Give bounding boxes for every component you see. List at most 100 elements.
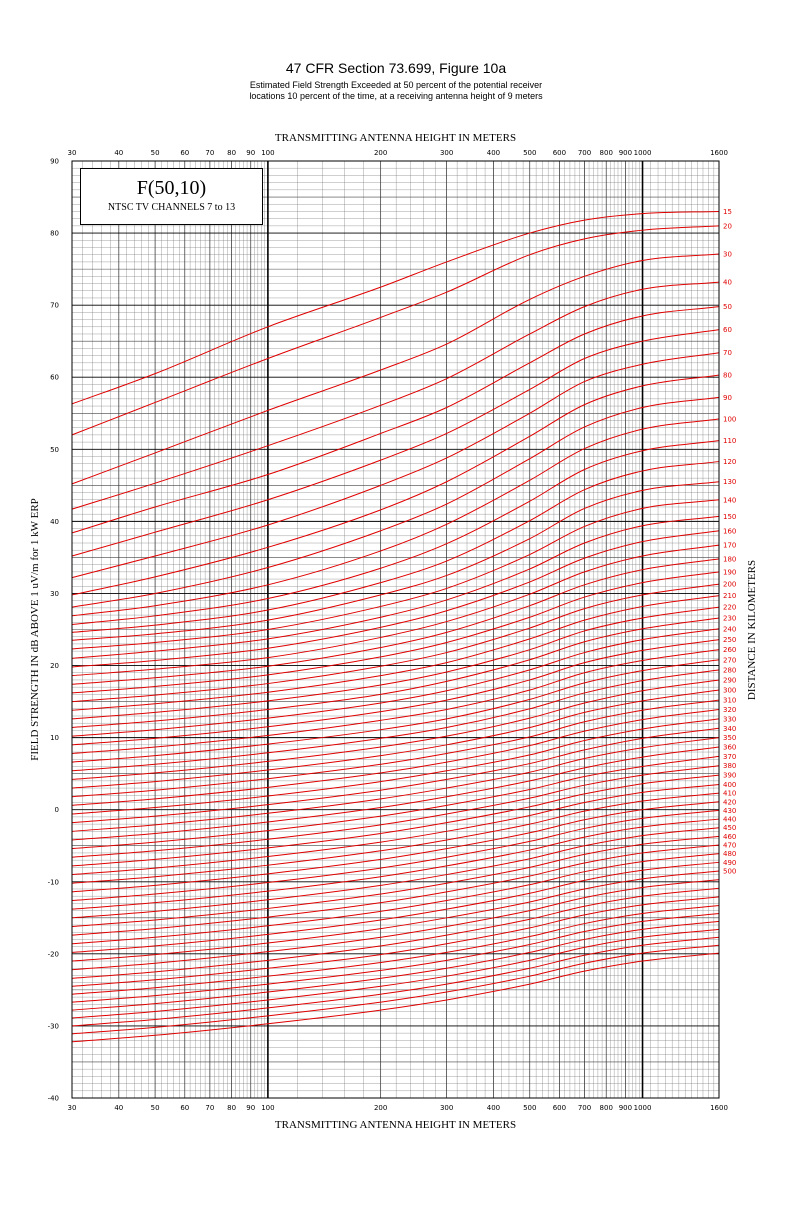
chart-legend-box: F(50,10) NTSC TV CHANNELS 7 to 13 bbox=[80, 168, 263, 225]
curve-series bbox=[71, 774, 720, 867]
curve-series bbox=[71, 418, 720, 617]
x-tick-label-top: 90 bbox=[246, 149, 255, 157]
curve-series bbox=[71, 628, 720, 737]
distance-label: 50 bbox=[723, 303, 732, 311]
curve-series bbox=[71, 374, 720, 596]
distance-label: 500 bbox=[723, 867, 736, 875]
curve-series bbox=[71, 306, 720, 534]
curve-series bbox=[71, 737, 720, 832]
distance-label: 410 bbox=[723, 790, 736, 798]
x-tick-label-bottom: 50 bbox=[151, 1104, 160, 1112]
curve-series bbox=[71, 853, 720, 945]
y-tick-label: 90 bbox=[50, 158, 59, 166]
x-tick-label-bottom: 80 bbox=[227, 1104, 236, 1112]
y-tick-label: 40 bbox=[50, 518, 59, 526]
x-tick-label-bottom: 1600 bbox=[710, 1104, 728, 1112]
y-tick-label: 0 bbox=[55, 806, 59, 814]
distance-label: 490 bbox=[723, 859, 736, 867]
y-tick-label: 70 bbox=[50, 302, 59, 310]
curve-series bbox=[71, 530, 720, 668]
page-subtitle: Estimated Field Strength Exceeded at 50 … bbox=[0, 80, 792, 102]
curve-series bbox=[71, 801, 720, 893]
curve-series bbox=[71, 583, 720, 703]
x-tick-label-bottom: 40 bbox=[114, 1104, 123, 1112]
distance-label: 110 bbox=[723, 437, 736, 445]
y-tick-label: -40 bbox=[48, 1095, 59, 1103]
curve-series bbox=[71, 905, 720, 995]
x-axis-title-top: TRANSMITTING ANTENNA HEIGHT IN METERS bbox=[275, 132, 516, 144]
curve-series bbox=[71, 783, 720, 876]
curve-series bbox=[71, 558, 720, 685]
distance-label: 270 bbox=[723, 656, 736, 664]
curve-series bbox=[71, 253, 720, 485]
curve-series bbox=[71, 835, 720, 927]
x-tick-label-top: 200 bbox=[374, 149, 387, 157]
distance-label: 320 bbox=[723, 706, 736, 714]
y-tick-label: 60 bbox=[50, 374, 59, 382]
legend-title: F(50,10) bbox=[136, 177, 207, 199]
y-tick-label: 30 bbox=[50, 590, 59, 598]
distance-label: 100 bbox=[723, 416, 736, 424]
curve-series bbox=[71, 515, 720, 659]
x-tick-label-bottom: 1000 bbox=[634, 1104, 652, 1112]
curve-series bbox=[71, 920, 720, 1011]
page-title: 47 CFR Section 73.699, Figure 10a bbox=[285, 60, 507, 76]
curve-series bbox=[71, 571, 720, 694]
curve-series bbox=[71, 861, 720, 953]
distance-label: 250 bbox=[723, 636, 736, 644]
y-tick-label: -10 bbox=[48, 878, 59, 886]
y-tick-label: 10 bbox=[50, 734, 59, 742]
distance-label: 480 bbox=[723, 850, 736, 858]
distance-label: 80 bbox=[723, 372, 732, 380]
x-tick-label-top: 1600 bbox=[710, 149, 728, 157]
distance-label: 130 bbox=[723, 478, 736, 486]
distance-label: 420 bbox=[723, 798, 736, 806]
curve-series bbox=[71, 281, 720, 510]
x-tick-label-top: 500 bbox=[523, 149, 536, 157]
x-tick-label-top: 900 bbox=[619, 149, 632, 157]
minor-grid bbox=[71, 161, 720, 1098]
curve-series bbox=[71, 461, 720, 633]
distance-label: 30 bbox=[723, 250, 732, 258]
x-tick-label-bottom: 60 bbox=[180, 1104, 189, 1112]
distance-label: 40 bbox=[723, 279, 732, 287]
curve-series bbox=[71, 329, 720, 557]
curve-series bbox=[71, 844, 720, 936]
y-tick-label: -20 bbox=[48, 950, 59, 958]
x-tick-label-bottom: 70 bbox=[205, 1104, 214, 1112]
distance-label: 440 bbox=[723, 816, 736, 824]
distance-label: 230 bbox=[723, 614, 736, 622]
x-tick-label-top: 800 bbox=[600, 149, 613, 157]
x-tick-label-bottom: 500 bbox=[523, 1104, 536, 1112]
x-tick-label-top: 100 bbox=[261, 149, 274, 157]
curve-series bbox=[71, 352, 720, 579]
x-tick-label-bottom: 30 bbox=[68, 1104, 77, 1112]
curve-series bbox=[71, 659, 720, 763]
distance-label: 200 bbox=[723, 581, 736, 589]
distance-label: 120 bbox=[723, 458, 736, 466]
distance-labels: 15 20 30 40 50 60 70 80 90 100 110 120 130 140 150 160 1… bbox=[723, 208, 736, 876]
curve-series bbox=[71, 595, 720, 711]
x-tick-label-top: 30 bbox=[68, 149, 77, 157]
curve-series bbox=[71, 699, 720, 798]
curves bbox=[71, 210, 720, 1043]
distance-label: 210 bbox=[723, 592, 736, 600]
x-tick-label-top: 700 bbox=[578, 149, 591, 157]
distance-label: 90 bbox=[723, 394, 732, 402]
x-tick-label-top: 600 bbox=[553, 149, 566, 157]
curve-series bbox=[71, 440, 720, 625]
y-tick-label: -30 bbox=[48, 1022, 59, 1030]
curve-series bbox=[71, 746, 720, 841]
distance-label: 15 bbox=[723, 208, 732, 216]
distance-label: 360 bbox=[723, 743, 736, 751]
x-tick-label-bottom: 200 bbox=[374, 1104, 387, 1112]
distance-label: 460 bbox=[723, 833, 736, 841]
x-tick-label-bottom: 700 bbox=[578, 1104, 591, 1112]
y-axis-title: FIELD STRENGTH IN dB ABOVE 1 uV/m for 1 … bbox=[29, 498, 41, 761]
curve-series bbox=[71, 679, 720, 780]
x-tick-label-top: 1000 bbox=[634, 149, 652, 157]
distance-label: 70 bbox=[723, 349, 732, 357]
distance-label: 310 bbox=[723, 697, 736, 705]
x-tick-label-bottom: 800 bbox=[600, 1104, 613, 1112]
